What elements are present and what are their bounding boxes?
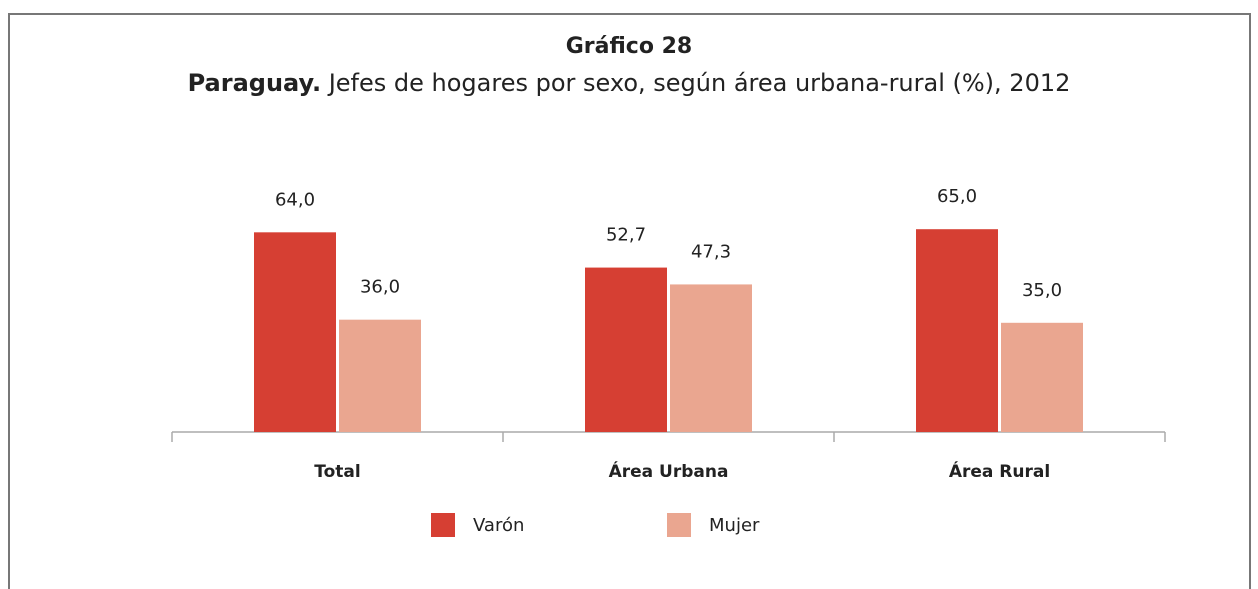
x-tick-label: Total [314, 462, 360, 482]
data-label: 35,0 [1022, 280, 1062, 301]
subtitle-text: Jefes de hogares por sexo, según área ur… [327, 69, 1071, 97]
frame [8, 13, 1251, 589]
legend-label: Mujer [709, 515, 760, 536]
x-tick-label: Área Urbana [609, 460, 729, 482]
bar [254, 232, 336, 432]
data-label: 52,7 [606, 225, 646, 246]
bar [585, 267, 667, 432]
legend-label: Varón [473, 515, 524, 536]
data-label: 36,0 [360, 277, 400, 298]
bar [339, 319, 421, 432]
data-label: 64,0 [275, 189, 315, 210]
data-label: 65,0 [937, 186, 977, 207]
chart-subtitle: Paraguay. Jefes de hogares por sexo, seg… [188, 69, 1071, 97]
x-tick-label: Área Rural [949, 460, 1050, 482]
data-label: 47,3 [691, 241, 731, 262]
subtitle-lead: Paraguay. [188, 69, 321, 97]
bar [1001, 322, 1083, 432]
legend-swatch [431, 513, 455, 537]
bar [916, 229, 998, 432]
legend-swatch [667, 513, 691, 537]
chart-title: Gráfico 28 [566, 34, 693, 59]
bar [670, 284, 752, 432]
